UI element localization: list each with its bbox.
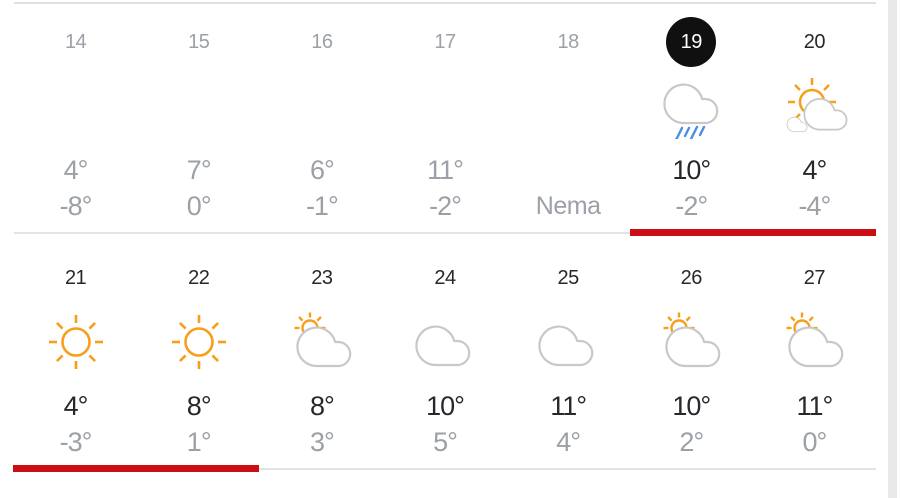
cloudy-icon bbox=[410, 311, 480, 375]
day-cell-25[interactable]: 25 11° 4° bbox=[507, 240, 630, 470]
no-data-label: Nema bbox=[535, 191, 601, 220]
low-temp: 2° bbox=[679, 426, 704, 457]
partly-cloudy-icon bbox=[287, 311, 357, 375]
day-number: 24 bbox=[434, 266, 456, 289]
day-number: 14 bbox=[64, 30, 87, 53]
low-temp: 3° bbox=[309, 426, 335, 457]
low-temp: 0° bbox=[186, 190, 212, 221]
low-temp: -1° bbox=[305, 190, 339, 221]
high-temp: 11° bbox=[550, 390, 587, 421]
low-temp: 0° bbox=[802, 426, 828, 457]
day-number: 22 bbox=[188, 266, 210, 289]
day-cell-27[interactable]: 27 11° 0° bbox=[753, 240, 876, 470]
partly-cloudy-icon bbox=[656, 311, 726, 375]
high-temp: 4° bbox=[63, 154, 89, 185]
day-number: 15 bbox=[188, 30, 210, 53]
low-temp: 5° bbox=[433, 426, 458, 457]
week-row-2: 21 4° -3° 22 8° 1° bbox=[14, 240, 876, 470]
high-temp: 7° bbox=[186, 154, 212, 185]
day-cell-21[interactable]: 21 4° -3° bbox=[14, 240, 137, 470]
low-temp: -8° bbox=[59, 190, 93, 221]
day-number: 20 bbox=[803, 30, 826, 53]
high-temp: 11° bbox=[796, 390, 834, 421]
day-number: 21 bbox=[64, 266, 87, 289]
selected-range-bar-week1 bbox=[630, 229, 876, 236]
low-temp: -2° bbox=[675, 190, 708, 221]
high-temp: 8° bbox=[186, 390, 212, 421]
high-temp: 6° bbox=[309, 154, 335, 185]
day-number: 23 bbox=[311, 266, 333, 289]
day-cell-23[interactable]: 23 8° 3° bbox=[260, 240, 383, 470]
cloudy-icon bbox=[533, 311, 603, 375]
day-cell-20[interactable]: 20 4° -4° bbox=[753, 4, 876, 234]
low-temp: -3° bbox=[59, 426, 93, 457]
day-cell-16[interactable]: 16 6° -1° bbox=[260, 4, 383, 234]
day-number: 26 bbox=[680, 266, 703, 289]
high-temp: 8° bbox=[309, 390, 335, 421]
low-temp: 1° bbox=[186, 426, 212, 457]
partly-cloudy-icon bbox=[779, 311, 849, 375]
high-temp: 4° bbox=[802, 154, 828, 185]
day-number: 25 bbox=[557, 266, 580, 289]
day-cell-15[interactable]: 15 7° 0° bbox=[137, 4, 260, 234]
week1-divider bbox=[14, 232, 876, 234]
day-number: 17 bbox=[434, 30, 456, 53]
selected-range-bar-week2 bbox=[13, 465, 259, 472]
day-cell-26[interactable]: 26 10° 2° bbox=[630, 240, 753, 470]
top-divider bbox=[14, 2, 876, 4]
day-cell-17[interactable]: 17 11° -2° bbox=[383, 4, 506, 234]
day-number: 16 bbox=[311, 30, 333, 53]
sun-behind-clouds-icon bbox=[779, 75, 849, 139]
day-number: 18 bbox=[557, 30, 580, 53]
day-cell-14[interactable]: 14 4° -8° bbox=[14, 4, 137, 234]
day-cell-22[interactable]: 22 8° 1° bbox=[137, 240, 260, 470]
high-temp: 10° bbox=[426, 390, 465, 421]
low-temp: -4° bbox=[798, 190, 832, 221]
week2-divider bbox=[14, 468, 876, 470]
low-temp: 4° bbox=[556, 426, 581, 457]
low-temp: -2° bbox=[429, 190, 462, 221]
vertical-scrollbar[interactable] bbox=[888, 0, 897, 498]
sunny-icon bbox=[164, 311, 234, 375]
sunny-icon bbox=[41, 311, 111, 375]
day-cell-18[interactable]: 18 Nema bbox=[507, 4, 630, 234]
high-temp: 10° bbox=[672, 390, 711, 421]
rain-icon bbox=[656, 75, 726, 139]
day-cell-19[interactable]: 19 10° -2° bbox=[630, 4, 753, 234]
week-row-1: 14 4° -8° 15 7° 0° 16 6° -1° 17 11° bbox=[14, 4, 876, 234]
today-badge[interactable]: 19 bbox=[666, 17, 717, 67]
day-cell-24[interactable]: 24 10° 5° bbox=[383, 240, 506, 470]
high-temp: 10° bbox=[672, 154, 711, 185]
high-temp: 4° bbox=[63, 390, 89, 421]
high-temp: 11° bbox=[427, 154, 464, 185]
day-number: 27 bbox=[803, 266, 826, 289]
